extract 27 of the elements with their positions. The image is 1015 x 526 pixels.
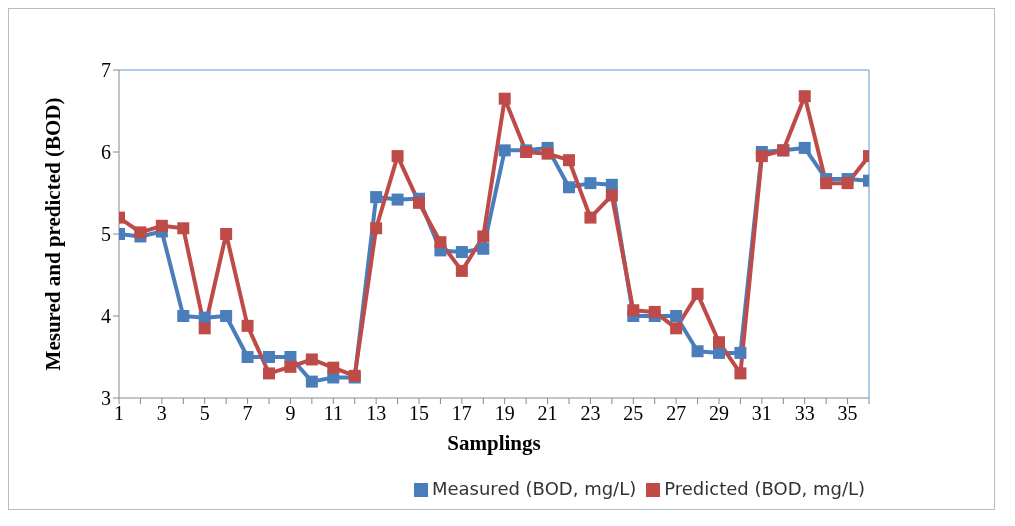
x-tick-label: 23 (580, 402, 601, 425)
x-tick-label: 25 (623, 402, 644, 425)
x-tick-label: 9 (285, 402, 296, 425)
x-tick-label: 7 (242, 402, 253, 425)
legend-label: Measured (BOD, mg/L) (431, 478, 637, 499)
x-tick-label: 29 (709, 402, 729, 425)
x-tick-label: 13 (366, 402, 387, 425)
x-tick-label: 5 (199, 402, 210, 425)
x-axis-title: Samplings (447, 431, 541, 455)
x-tick-label: 11 (323, 402, 343, 425)
x-tick-label: 15 (409, 402, 429, 425)
x-tick-label: 19 (494, 402, 515, 425)
x-tick-label: 31 (751, 402, 772, 425)
y-tick-label: 6 (101, 141, 111, 164)
x-tick-label: 1 (114, 402, 124, 425)
x-tick-label: 3 (156, 402, 167, 425)
x-tick-label: 33 (794, 402, 815, 425)
y-tick-label: 5 (101, 223, 111, 246)
x-tick-label: 35 (837, 402, 858, 425)
legend-label: Predicted (BOD, mg/L) (664, 478, 866, 499)
y-tick-label: 7 (101, 59, 111, 82)
y-tick-label: 3 (101, 387, 111, 410)
y-axis-title: Mesured and predicted (BOD) (41, 97, 66, 371)
x-tick-label: 27 (666, 402, 687, 425)
x-tick-label: 17 (451, 402, 472, 425)
x-tick-label: 21 (537, 402, 558, 425)
y-tick-label: 4 (101, 305, 111, 328)
